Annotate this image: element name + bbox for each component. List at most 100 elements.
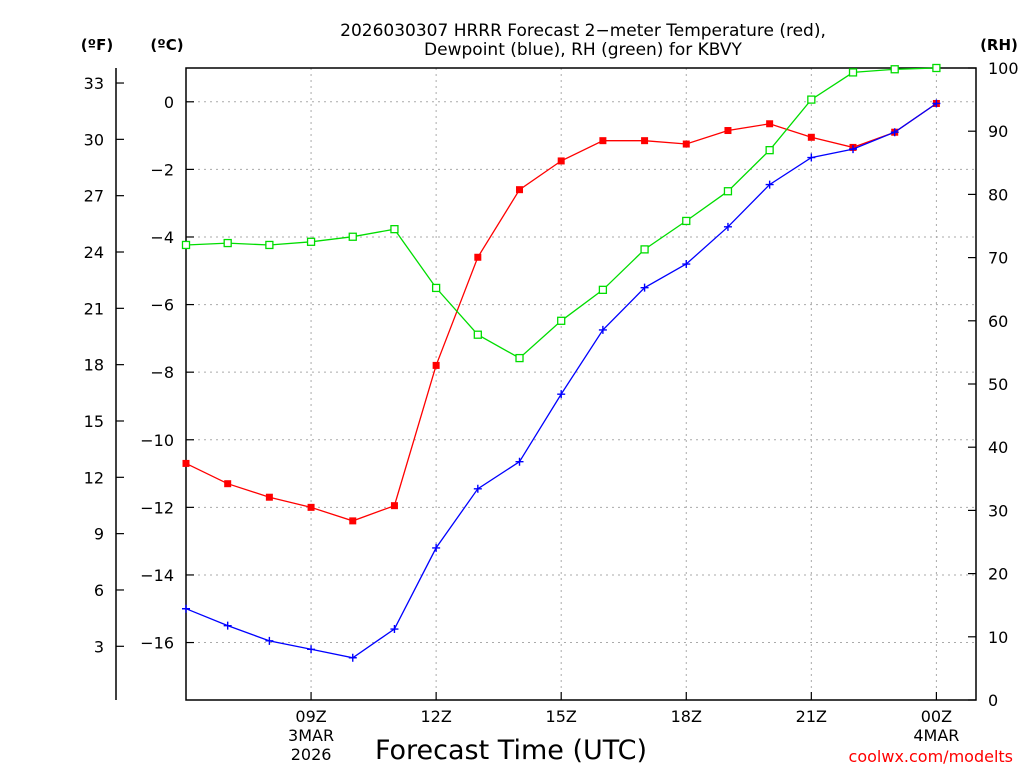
celsius-tick-label: −14: [140, 566, 174, 585]
x-tick-date-label: 3MAR: [288, 726, 334, 745]
rh-tick-label: 40: [988, 438, 1008, 457]
fahrenheit-tick-label: 15: [84, 412, 104, 431]
fahrenheit-tick-label: 9: [94, 525, 104, 544]
dewpoint-point: [765, 180, 774, 189]
rh-point: [682, 216, 691, 226]
temperature-point: [641, 137, 649, 145]
fahrenheit-tick-label: 30: [84, 130, 104, 149]
dewpoint-point: [307, 645, 316, 654]
rh-point: [223, 238, 232, 248]
fahrenheit-tick-label: 21: [84, 299, 104, 318]
temperature-point: [557, 157, 565, 165]
rh-point: [807, 95, 816, 104]
rh-point: [598, 285, 608, 294]
watermark: coolwx.com/modelts: [849, 747, 1013, 766]
temperature-point: [265, 493, 273, 501]
fahrenheit-tick-label: 33: [84, 74, 104, 93]
rh-point: [765, 146, 774, 155]
temperature-point: [766, 120, 774, 128]
rh-point: [473, 330, 482, 339]
temperature-point: [516, 186, 524, 194]
rh-tick-label: 10: [988, 628, 1008, 647]
dewpoint-point: [515, 457, 524, 466]
temperature-point: [432, 361, 440, 369]
dewpoint-point: [890, 128, 899, 137]
dewpoint-point: [432, 543, 441, 552]
celsius-tick-label: −2: [150, 160, 174, 179]
x-tick-label: 21Z: [796, 707, 827, 726]
rh-point: [932, 63, 941, 73]
rh-tick-label: 20: [988, 565, 1008, 584]
rh-point: [348, 232, 357, 241]
fahrenheit-tick-label: 24: [84, 243, 104, 262]
series-layer: [181, 63, 941, 662]
rh-point: [306, 237, 316, 246]
dewpoint-point: [182, 604, 190, 613]
fahrenheit-tick-label: 6: [94, 581, 104, 600]
plot-frame: [185, 67, 977, 701]
x-tick-label: 00Z: [921, 707, 952, 726]
rh-point: [515, 353, 524, 363]
rh-tick-label: 0: [988, 691, 998, 710]
temperature-point: [599, 137, 607, 145]
rh-point: [431, 283, 441, 293]
rh-point: [640, 245, 649, 254]
fahrenheit-tick-label: 3: [94, 637, 104, 656]
rh-point: [181, 240, 191, 250]
x-tick-label: 18Z: [671, 707, 702, 726]
dewpoint-point: [932, 99, 941, 108]
rh-tick-label: 90: [988, 122, 1008, 141]
rh-tick-label: 30: [988, 501, 1008, 520]
x-tick-label: 09Z: [295, 707, 326, 726]
dewpoint-point: [807, 153, 816, 162]
x-tick-label: 12Z: [420, 707, 451, 726]
fahrenheit-tick-label: 27: [84, 187, 104, 206]
rh-point: [723, 187, 733, 196]
rh-point: [890, 65, 899, 74]
dewpoint-point: [473, 484, 482, 493]
temperature-point: [182, 459, 190, 467]
fahrenheit-tick-label: 12: [84, 468, 104, 487]
temperature-point: [724, 127, 732, 135]
dewpoint-point: [223, 621, 232, 630]
rh-unit-label: (RH): [980, 36, 1018, 54]
celsius-tick-label: −6: [150, 296, 174, 315]
rh-tick-label: 80: [988, 185, 1008, 204]
x-tick-date-label: 4MAR: [913, 726, 959, 745]
temperature-point: [307, 503, 315, 511]
dewpoint-point: [682, 260, 691, 269]
temperature-point: [682, 140, 690, 148]
dewpoint-point: [265, 636, 274, 645]
temperature-point: [390, 502, 398, 510]
temperature-point: [474, 253, 482, 261]
rh-tick-label: 50: [988, 375, 1008, 394]
dewpoint-point: [557, 390, 566, 399]
celsius-tick-label: −8: [150, 363, 174, 382]
temperature-point: [349, 517, 357, 525]
celsius-tick-label: −10: [140, 431, 174, 450]
dewpoint-point: [723, 222, 732, 231]
dewpoint-point: [348, 653, 357, 662]
dewpoint-point: [598, 325, 607, 334]
celsius-tick-label: −16: [140, 634, 174, 653]
x-tick-year-label: 2026: [291, 745, 332, 764]
rh-tick-label: 100: [988, 59, 1019, 78]
celsius-unit-label: (ºC): [150, 36, 183, 54]
axes: 33302724211815129630−2−4−6−8−10−12−14−16…: [84, 59, 1019, 764]
chart-title-line2: Dewpoint (blue), RH (green) for KBVY: [424, 40, 742, 60]
rh-tick-label: 60: [988, 312, 1008, 331]
x-axis-label: Forecast Time (UTC): [375, 735, 647, 766]
fahrenheit-tick-label: 18: [84, 356, 104, 375]
rh-tick-label: 70: [988, 249, 1008, 268]
celsius-tick-label: −4: [150, 228, 174, 247]
rh-point: [390, 225, 399, 234]
dewpoint-point: [640, 283, 649, 292]
dewpoint-point: [849, 145, 858, 154]
grid: [186, 68, 976, 700]
rh-point: [848, 68, 858, 77]
rh-point: [557, 316, 566, 325]
fahrenheit-unit-label: (ºF): [81, 36, 113, 54]
dewpoint-point: [390, 625, 399, 634]
temperature-point: [224, 480, 232, 488]
